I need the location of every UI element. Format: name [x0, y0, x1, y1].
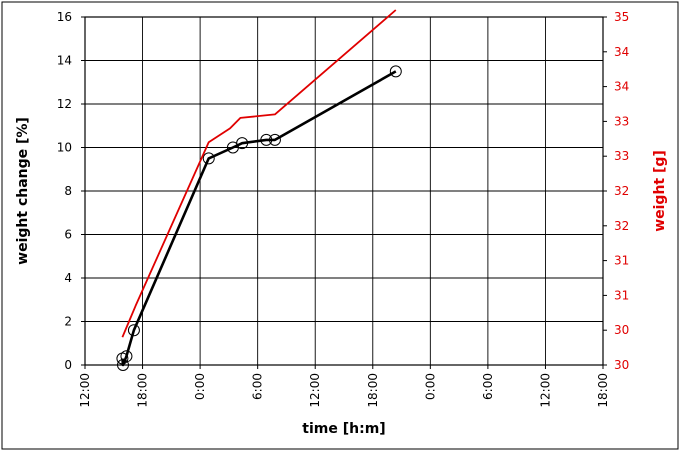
y2-tick-label: 30 — [614, 358, 629, 372]
x-tick-label: 0:00 — [193, 373, 207, 400]
y-tick-label: 16 — [57, 10, 72, 24]
y2-tick-label: 35 — [614, 10, 629, 24]
data-point — [260, 133, 273, 146]
series-line-weight-change — [121, 70, 397, 367]
y2-tick-label: 31 — [614, 254, 629, 268]
y2-tick-label: 31 — [614, 288, 629, 302]
y-tick-label: 12 — [57, 97, 72, 111]
x-axis-ticks: 12:00 18:00 0:00 6:00 12:00 18:00 0:00 6:00 12:0… — [78, 365, 610, 408]
data-point — [389, 65, 402, 78]
x-tick-label: 18:00 — [596, 373, 610, 408]
y-tick-label: 6 — [64, 228, 72, 242]
x-tick-label: 12:00 — [78, 373, 92, 408]
x-tick-label: 0:00 — [423, 373, 437, 400]
data-point — [236, 137, 249, 150]
data-point — [116, 359, 129, 371]
data-point — [120, 350, 133, 363]
y-tick-label: 8 — [64, 184, 72, 198]
y-tick-label: 14 — [57, 54, 72, 68]
x-tick-label: 18:00 — [136, 373, 150, 408]
grid — [85, 17, 603, 365]
x-tick-label: 6:00 — [251, 373, 265, 400]
y-tick-label: 0 — [64, 358, 72, 372]
x-tick-label: 18:00 — [366, 373, 380, 408]
x-tick-label: 12:00 — [538, 373, 552, 408]
y-tick-label: 10 — [57, 141, 72, 155]
data-point — [268, 133, 281, 146]
x-axis-label: time [h:m] — [302, 421, 385, 437]
x-tick-label: 6:00 — [481, 373, 495, 400]
y2-tick-label: 33 — [614, 114, 629, 128]
y2-tick-label: 34 — [614, 80, 629, 94]
y-tick-label: 4 — [64, 271, 72, 285]
data-point — [202, 152, 215, 165]
y2-tick-label: 33 — [614, 149, 629, 163]
data-point — [127, 324, 140, 337]
series-layer — [116, 9, 402, 371]
y2-tick-label: 34 — [614, 45, 629, 59]
y2-axis-label: weight [g] — [652, 150, 668, 232]
y2-axis-ticks: 30 30 31 31 32 32 33 33 34 34 35 — [603, 10, 629, 372]
y2-tick-label: 32 — [614, 219, 629, 233]
y-axis-ticks: 0 2 4 6 8 10 12 14 16 — [57, 10, 85, 372]
series-line-weight — [121, 9, 397, 338]
y-axis-label: weight change [%] — [15, 117, 31, 265]
y2-tick-label: 32 — [614, 184, 629, 198]
y-tick-label: 2 — [64, 315, 72, 329]
x-tick-label: 12:00 — [308, 373, 322, 408]
y2-tick-label: 30 — [614, 323, 629, 337]
